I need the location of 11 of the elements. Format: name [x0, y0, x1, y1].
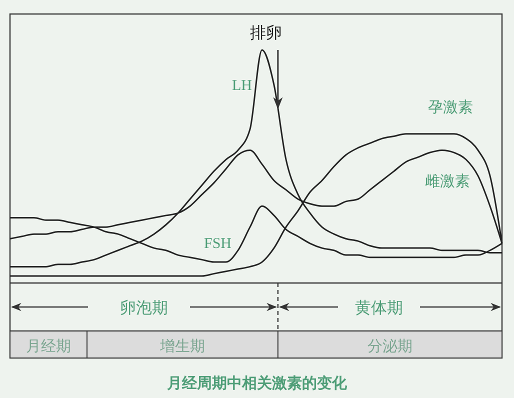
series-label: 孕激素 [428, 99, 473, 116]
text: 排卵 [250, 23, 282, 42]
text: 增生期 [158, 337, 205, 355]
text: 黄体期 [355, 298, 403, 317]
series-label: 雌激素 [425, 173, 470, 190]
text: 月经周期中相关激素的变化 [166, 374, 348, 392]
text: 卵泡期 [120, 298, 168, 317]
text: 分泌期 [367, 337, 412, 355]
series-label: LH [232, 78, 252, 94]
series-label: FSH [204, 236, 232, 252]
text: 月经期 [26, 337, 71, 355]
